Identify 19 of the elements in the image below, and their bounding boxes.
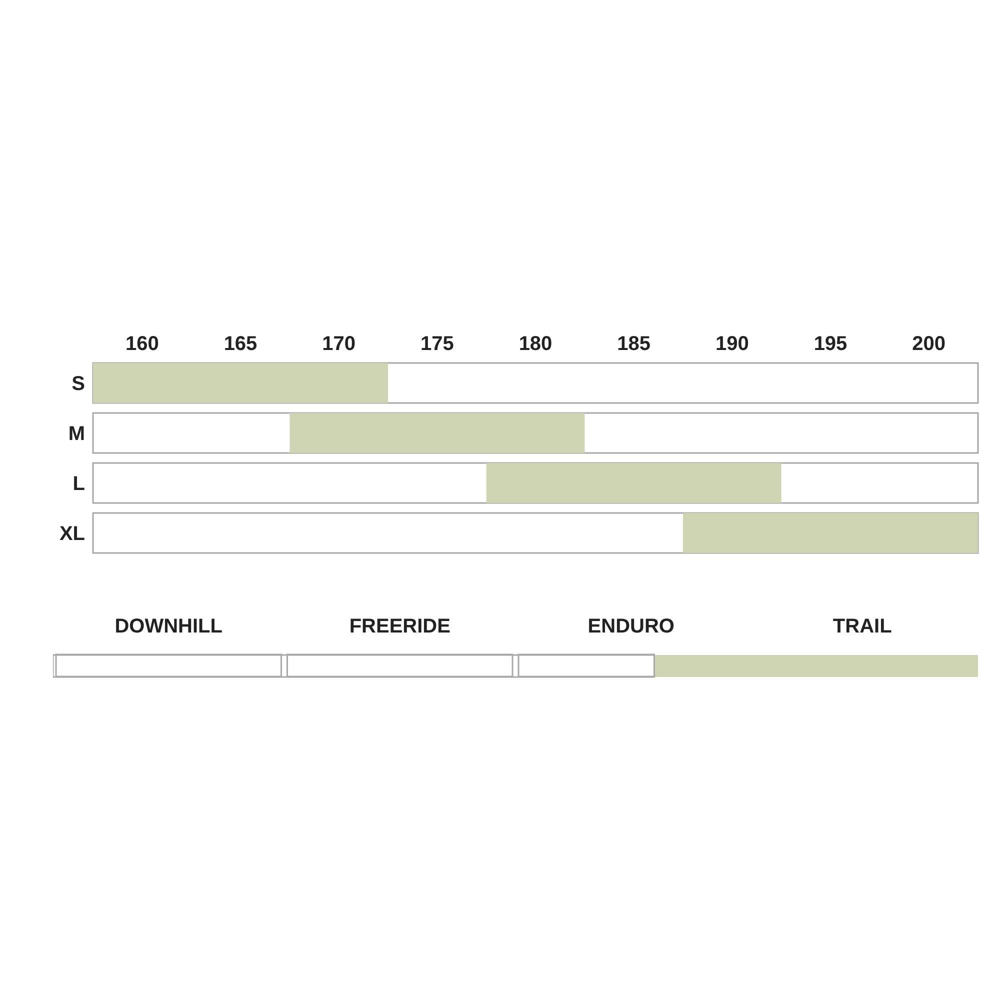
x-tick-label: 190 <box>715 333 749 355</box>
y-tick-label: S <box>72 373 85 396</box>
y-tick-label: M <box>68 423 85 446</box>
text: DOWNHILL <box>114 616 223 638</box>
text: ENDURO <box>588 616 674 638</box>
x-tick-label: 200 <box>912 333 946 355</box>
bar <box>683 513 978 553</box>
x-tick-label: 180 <box>518 333 552 355</box>
x-tick-label: 195 <box>814 333 848 355</box>
bar <box>93 363 388 403</box>
x-tick-label: 170 <box>322 333 356 355</box>
x-tick-label: 165 <box>224 333 258 355</box>
x-tick-label: 175 <box>420 333 454 355</box>
y-tick-label: XL <box>59 523 85 546</box>
x-tick-label: 185 <box>617 333 651 355</box>
y-tick-label: L <box>72 473 85 496</box>
text: FREERIDE <box>349 616 450 638</box>
x-tick-label: 160 <box>125 333 159 355</box>
text: TRAIL <box>832 616 892 638</box>
